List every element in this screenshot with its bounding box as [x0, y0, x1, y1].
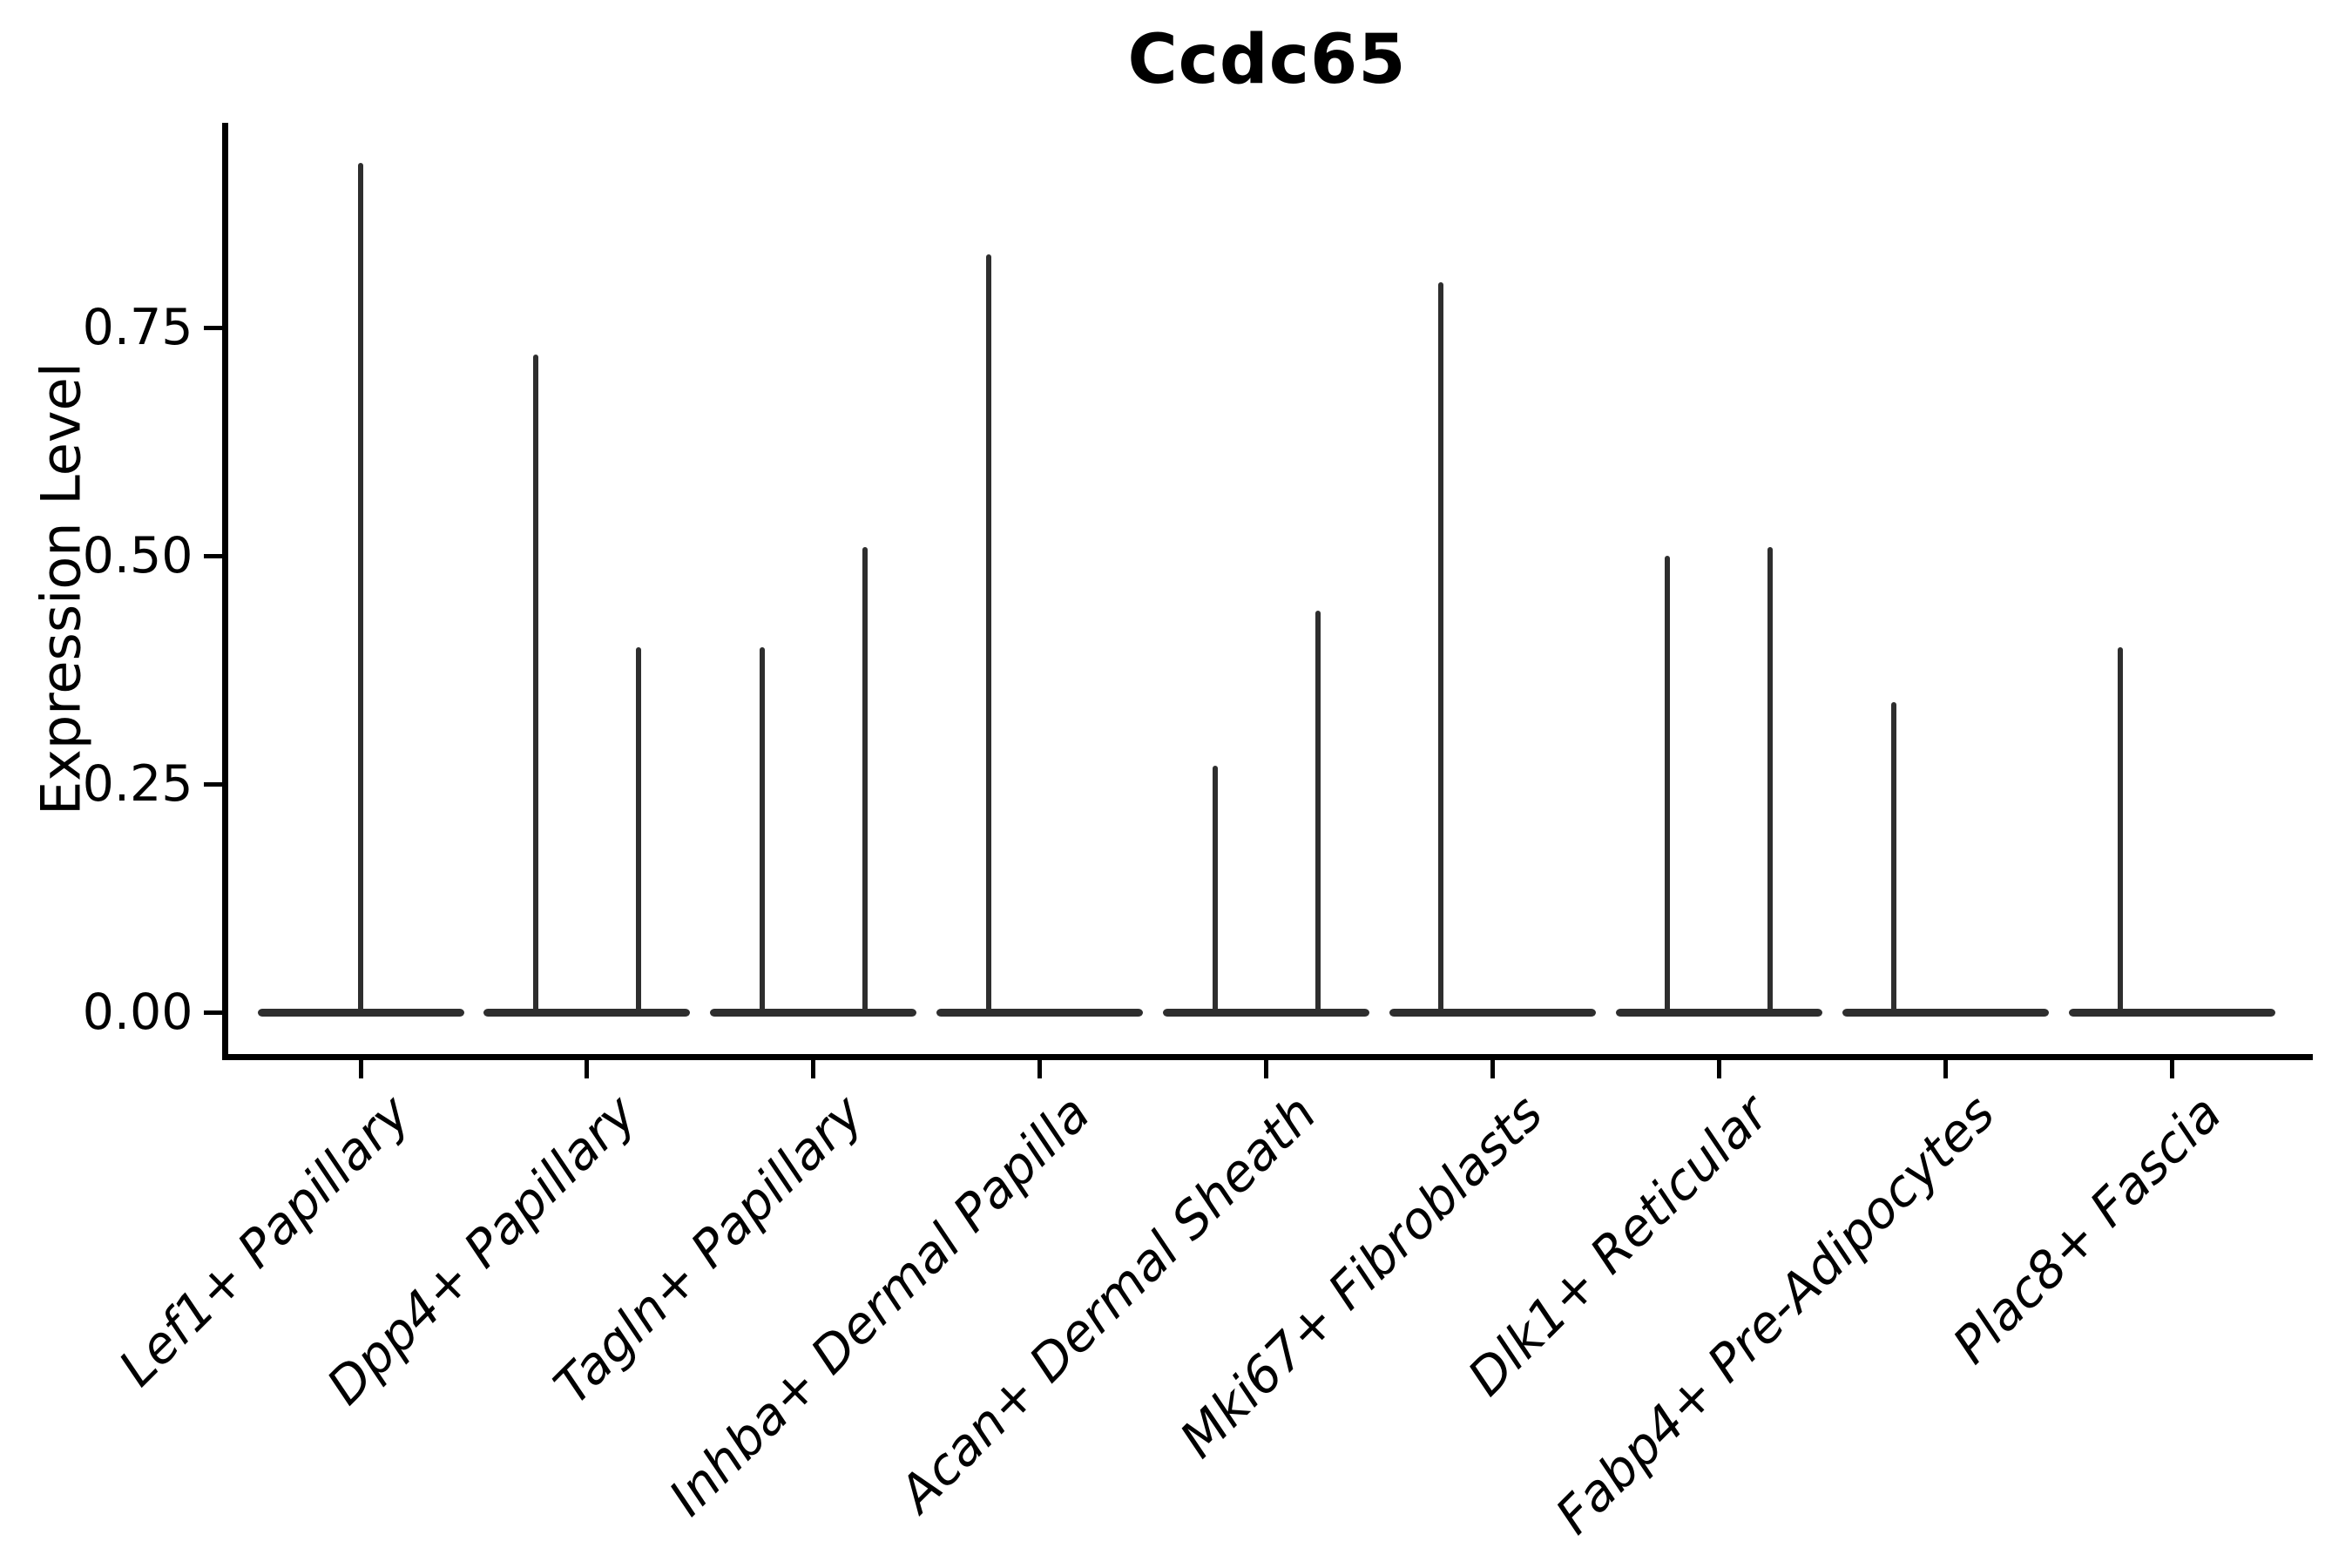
violin-spike [1315, 610, 1321, 1012]
violin-spike [985, 254, 991, 1012]
x-tick-mark [1716, 1059, 1721, 1078]
violin-baseline [1842, 1008, 2049, 1017]
violin-spike [759, 646, 765, 1012]
x-tick-mark [585, 1059, 590, 1078]
violin-spike [358, 163, 363, 1012]
violin-baseline [1389, 1008, 1596, 1017]
violin-spike [1665, 556, 1671, 1012]
y-tick-label: 0.50 [82, 527, 193, 585]
violin-spike [635, 646, 641, 1012]
x-tick-mark [811, 1059, 816, 1078]
x-tick-label: Inhba+ Dermal Papilla [657, 1083, 1101, 1528]
violin-baseline [1163, 1008, 1369, 1017]
x-tick-mark [1264, 1059, 1268, 1078]
y-tick-label: 0.00 [82, 983, 193, 1041]
x-tick-mark [1037, 1059, 1043, 1078]
x-tick-label: Fabp4+ Pre-Adipocytes [1544, 1083, 2007, 1545]
plot-title: Ccdc65 [1127, 21, 1407, 99]
violin-spike [1891, 701, 1897, 1012]
x-tick-mark [358, 1059, 363, 1078]
violin-baseline [710, 1008, 917, 1017]
violin-baseline [936, 1008, 1144, 1017]
x-tick-mark [1943, 1059, 1948, 1078]
x-tick-mark [2169, 1059, 2174, 1078]
violin-spike [1212, 766, 1218, 1012]
violin-spike [1438, 281, 1444, 1012]
violin-baseline [257, 1008, 464, 1017]
y-tick-mark [203, 1010, 222, 1015]
y-tick-label: 0.75 [82, 299, 193, 356]
y-tick-mark [203, 781, 222, 787]
violin-baseline [2068, 1008, 2275, 1017]
violin-spike [1767, 546, 1774, 1012]
y-tick-label: 0.25 [82, 755, 193, 813]
x-axis-spine [221, 1053, 2313, 1060]
y-tick-mark [203, 553, 222, 558]
y-tick-mark [203, 325, 222, 330]
y-axis-spine [221, 123, 228, 1060]
x-tick-label: Acan+ Dermal Sheath [887, 1083, 1328, 1524]
violin-baseline [483, 1008, 691, 1017]
x-tick-mark [1490, 1059, 1495, 1078]
violin-spike [862, 546, 868, 1012]
violin-baseline [1615, 1008, 1822, 1017]
violin-spike [2118, 646, 2123, 1012]
violin-spike [532, 355, 538, 1012]
